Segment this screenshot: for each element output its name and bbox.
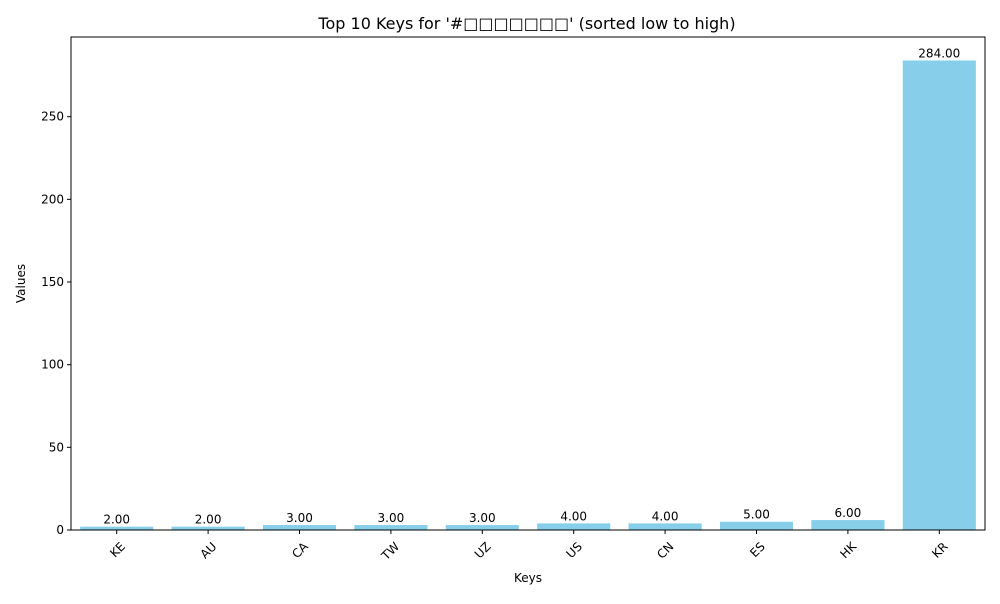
y-tick-label-100: 100 <box>41 358 64 372</box>
bar-uz <box>445 525 519 530</box>
y-tick-label-0: 0 <box>56 523 64 537</box>
bar-value-labels: 2.00 2.00 3.00 3.00 3.00 4.00 4.00 5.00 6.00 284.… <box>103 46 960 526</box>
x-axis: KE AU CA TW UZ US CN ES HK KR <box>107 530 951 564</box>
x-tick-label-es: ES <box>747 539 768 560</box>
x-tick-label-cn: CN <box>654 539 676 561</box>
bar-cn <box>628 523 702 530</box>
bar-ke <box>80 526 154 530</box>
x-tick-label-tw: TW <box>378 539 402 563</box>
x-tick-label-us: US <box>564 539 586 561</box>
bar-us <box>537 523 611 530</box>
y-axis: 0 50 100 150 200 250 <box>41 110 71 537</box>
bar-tw <box>354 525 428 530</box>
y-tick-label-200: 200 <box>41 192 64 206</box>
x-tick-label-ca: CA <box>289 539 311 561</box>
y-tick-label-50: 50 <box>49 440 64 454</box>
value-label-hk: 6.00 <box>835 506 862 520</box>
x-axis-label: Keys <box>514 571 542 585</box>
value-label-es: 5.00 <box>743 508 770 522</box>
bars <box>80 60 976 530</box>
bar-ca <box>262 525 337 530</box>
x-tick-label-au: AU <box>198 539 220 561</box>
bar-au <box>171 526 245 530</box>
value-label-au: 2.00 <box>195 513 222 527</box>
value-label-kr: 284.00 <box>918 46 960 60</box>
value-label-ke: 2.00 <box>103 513 130 527</box>
bar-hk <box>811 520 885 530</box>
bar-es <box>719 521 794 530</box>
x-tick-label-uz: UZ <box>472 539 494 561</box>
value-label-ca: 3.00 <box>286 511 313 525</box>
chart-title: Top 10 Keys for '#□□□□□□□' (sorted low t… <box>317 14 735 33</box>
bar-kr <box>902 60 976 530</box>
value-label-cn: 4.00 <box>652 509 679 523</box>
x-tick-label-hk: HK <box>837 539 860 562</box>
y-axis-label: Values <box>14 264 28 303</box>
x-tick-label-kr: KR <box>929 539 950 560</box>
plot-frame <box>70 36 986 531</box>
y-tick-label-250: 250 <box>41 110 64 124</box>
x-tick-label-ke: KE <box>107 539 128 560</box>
y-tick-label-150: 150 <box>41 275 64 289</box>
value-label-uz: 3.00 <box>469 511 496 525</box>
value-label-tw: 3.00 <box>378 511 405 525</box>
value-label-us: 4.00 <box>560 509 587 523</box>
